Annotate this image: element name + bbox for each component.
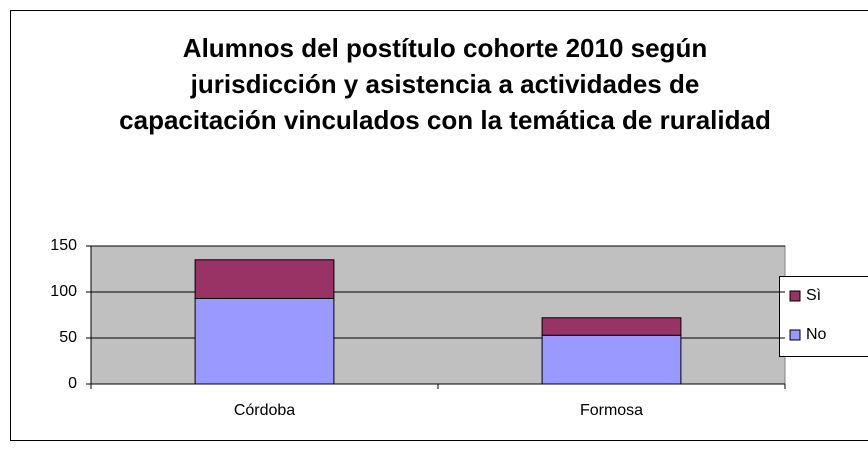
bar-segment bbox=[541, 317, 682, 336]
chart-title: Alumnos del postítulo cohorte 2010 según… bbox=[119, 33, 771, 135]
legend-box bbox=[779, 276, 868, 357]
y-tick-label: 150 bbox=[50, 237, 77, 254]
legend-swatch bbox=[789, 290, 801, 302]
legend-swatch bbox=[789, 329, 801, 341]
legend-label: Sì bbox=[806, 287, 821, 304]
legend-label: No bbox=[806, 326, 827, 343]
x-tick-label: Formosa bbox=[580, 402, 643, 419]
y-tick-label: 100 bbox=[50, 283, 77, 300]
bar-segment bbox=[194, 297, 335, 385]
bar-segment bbox=[194, 259, 335, 299]
y-tick-label: 50 bbox=[59, 329, 77, 346]
bar-segment bbox=[541, 334, 682, 385]
y-tick-label: 0 bbox=[68, 375, 77, 392]
x-tick-label: Córdoba bbox=[234, 402, 295, 419]
